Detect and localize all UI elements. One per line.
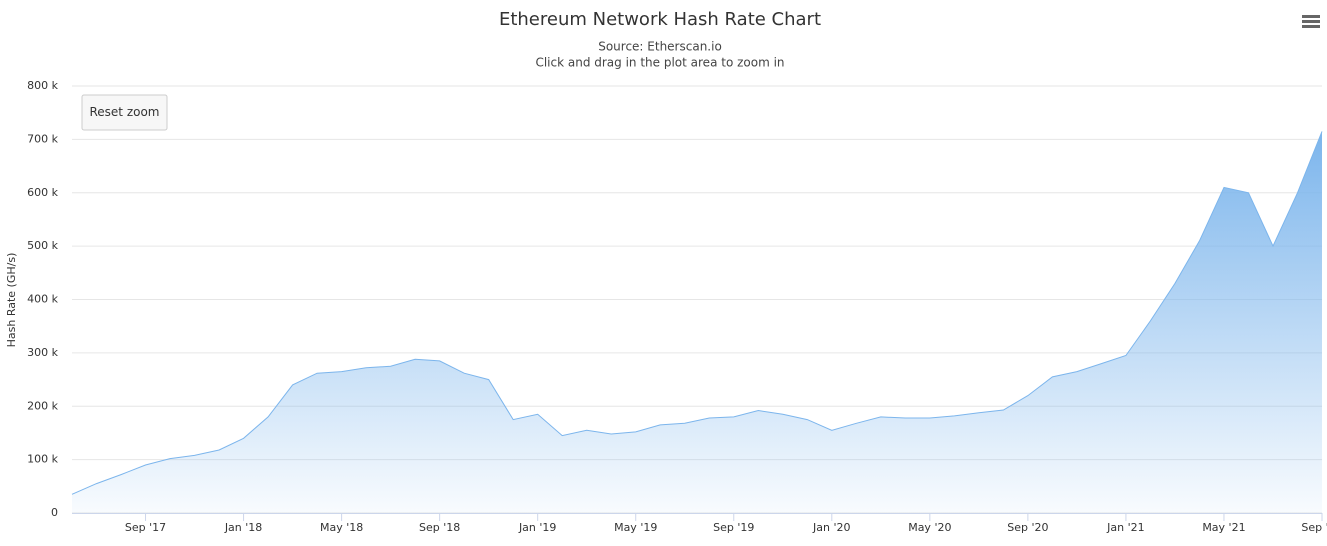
area-fill	[72, 131, 1322, 513]
y-tick-label: 800 k	[27, 79, 58, 92]
y-tick-label: 600 k	[27, 186, 58, 199]
x-tick-label: May '21	[1202, 521, 1245, 534]
y-tick-label: 200 k	[27, 399, 58, 412]
button-label[interactable]: Reset zoom	[89, 105, 159, 119]
x-tick-label: Jan '21	[1106, 521, 1144, 534]
y-tick-label: 0	[51, 506, 58, 519]
chart-subtitle: Click and drag in the plot area to zoom …	[535, 56, 784, 70]
x-tick-label: Jan '18	[224, 521, 262, 534]
chart-title: Ethereum Network Hash Rate Chart	[499, 9, 821, 30]
x-tick-label: Jan '20	[812, 521, 850, 534]
plot-area: 0 100 k 200 k 300 k 400 k 500 k 600 k 700 k 800 …	[27, 79, 1327, 534]
y-tick-label: 400 k	[27, 293, 58, 306]
chart-subtitle: Source: Etherscan.io	[598, 40, 722, 54]
y-tick-label: 300 k	[27, 346, 58, 359]
x-tick-label: Sep '19	[713, 521, 754, 534]
x-tick-label: May '19	[614, 521, 657, 534]
y-tick-label: 700 k	[27, 132, 58, 145]
x-tick-label: Jan '19	[518, 521, 556, 534]
y-tick-label: 500 k	[27, 239, 58, 252]
x-tick-label: May '18	[320, 521, 363, 534]
x-tick-label: Sep '18	[419, 521, 460, 534]
x-tick-label: Sep '17	[125, 521, 166, 534]
y-tick-label: 100 k	[27, 453, 58, 466]
area-line	[71, 131, 1323, 495]
x-tick-label: May '20	[908, 521, 951, 534]
y-axis-title: Hash Rate (GH/s)	[5, 253, 18, 348]
x-tick-label: Sep '20	[1007, 521, 1048, 534]
reset-zoom-button[interactable]: Reset zoom	[81, 94, 168, 131]
menu-button[interactable]	[1300, 12, 1322, 32]
x-tick-label: Sep '21	[1301, 521, 1327, 534]
